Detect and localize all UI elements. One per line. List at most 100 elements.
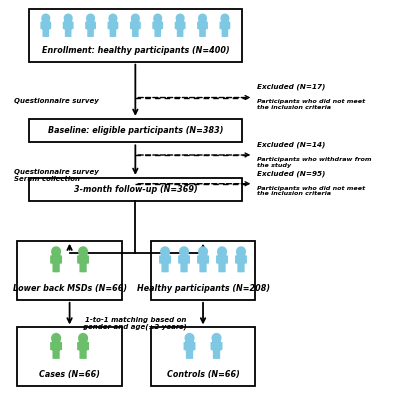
- Text: Baseline: eligible participants (N=383): Baseline: eligible participants (N=383): [48, 126, 223, 135]
- Text: Cases (N=66): Cases (N=66): [39, 371, 100, 379]
- FancyBboxPatch shape: [29, 178, 242, 201]
- FancyBboxPatch shape: [42, 18, 50, 30]
- Text: Participants who withdraw from
the study: Participants who withdraw from the study: [257, 157, 372, 168]
- FancyBboxPatch shape: [213, 349, 217, 359]
- FancyBboxPatch shape: [224, 28, 228, 37]
- FancyBboxPatch shape: [45, 28, 49, 37]
- FancyBboxPatch shape: [52, 349, 56, 359]
- FancyBboxPatch shape: [52, 252, 60, 264]
- Circle shape: [212, 333, 222, 343]
- FancyBboxPatch shape: [80, 263, 84, 272]
- Circle shape: [160, 246, 170, 256]
- FancyBboxPatch shape: [161, 252, 170, 264]
- FancyBboxPatch shape: [77, 256, 80, 263]
- FancyBboxPatch shape: [154, 18, 162, 30]
- FancyBboxPatch shape: [79, 338, 88, 351]
- FancyBboxPatch shape: [77, 342, 80, 350]
- Circle shape: [51, 246, 61, 256]
- FancyBboxPatch shape: [93, 22, 96, 29]
- FancyBboxPatch shape: [65, 28, 68, 37]
- FancyBboxPatch shape: [197, 256, 200, 263]
- FancyBboxPatch shape: [187, 256, 190, 263]
- FancyBboxPatch shape: [52, 338, 60, 351]
- FancyBboxPatch shape: [112, 28, 116, 37]
- Circle shape: [78, 333, 88, 343]
- FancyBboxPatch shape: [86, 18, 95, 30]
- FancyBboxPatch shape: [17, 327, 122, 386]
- FancyBboxPatch shape: [48, 22, 51, 29]
- Circle shape: [41, 13, 50, 23]
- Circle shape: [176, 13, 185, 23]
- FancyBboxPatch shape: [83, 349, 87, 359]
- FancyBboxPatch shape: [132, 28, 136, 37]
- FancyBboxPatch shape: [110, 28, 113, 37]
- FancyBboxPatch shape: [17, 241, 122, 300]
- FancyBboxPatch shape: [86, 256, 89, 263]
- FancyBboxPatch shape: [50, 256, 53, 263]
- FancyBboxPatch shape: [64, 18, 72, 30]
- FancyBboxPatch shape: [50, 342, 53, 350]
- FancyBboxPatch shape: [83, 263, 87, 272]
- Text: Questionnaire survey: Questionnaire survey: [14, 98, 98, 104]
- Circle shape: [220, 13, 230, 23]
- FancyBboxPatch shape: [109, 18, 117, 30]
- Text: Lower back MSDs (N=66): Lower back MSDs (N=66): [12, 284, 126, 293]
- Circle shape: [153, 13, 162, 23]
- FancyBboxPatch shape: [40, 22, 43, 29]
- FancyBboxPatch shape: [210, 342, 214, 350]
- FancyBboxPatch shape: [219, 342, 222, 350]
- Text: Excluded (N=95): Excluded (N=95): [257, 170, 326, 177]
- FancyBboxPatch shape: [56, 263, 60, 272]
- FancyBboxPatch shape: [63, 22, 66, 29]
- Text: Participants who did not meet
the inclusion criteria: Participants who did not meet the inclus…: [257, 186, 365, 196]
- FancyBboxPatch shape: [71, 22, 74, 29]
- FancyBboxPatch shape: [80, 349, 84, 359]
- FancyBboxPatch shape: [221, 18, 229, 30]
- FancyBboxPatch shape: [235, 256, 238, 263]
- FancyBboxPatch shape: [184, 342, 187, 350]
- FancyBboxPatch shape: [177, 28, 180, 37]
- Text: 1-to-1 matching based on
gender and age(±2 years): 1-to-1 matching based on gender and age(…: [84, 317, 187, 330]
- FancyBboxPatch shape: [218, 252, 226, 264]
- FancyBboxPatch shape: [202, 28, 206, 37]
- Text: Enrollment: healthy participants (N=400): Enrollment: healthy participants (N=400): [42, 45, 229, 55]
- FancyBboxPatch shape: [85, 22, 88, 29]
- FancyBboxPatch shape: [206, 256, 209, 263]
- FancyBboxPatch shape: [151, 327, 255, 386]
- FancyBboxPatch shape: [160, 22, 163, 29]
- Circle shape: [198, 13, 207, 23]
- FancyBboxPatch shape: [90, 28, 94, 37]
- FancyBboxPatch shape: [154, 28, 158, 37]
- Circle shape: [184, 333, 194, 343]
- Circle shape: [78, 246, 88, 256]
- FancyBboxPatch shape: [135, 28, 139, 37]
- Circle shape: [131, 13, 140, 23]
- Text: Excluded (N=17): Excluded (N=17): [257, 84, 326, 90]
- FancyBboxPatch shape: [162, 263, 166, 272]
- FancyBboxPatch shape: [138, 22, 141, 29]
- FancyBboxPatch shape: [212, 338, 221, 351]
- FancyBboxPatch shape: [79, 252, 88, 264]
- Text: Excluded (N=14): Excluded (N=14): [257, 141, 326, 148]
- FancyBboxPatch shape: [178, 256, 181, 263]
- FancyBboxPatch shape: [244, 256, 247, 263]
- FancyBboxPatch shape: [131, 18, 140, 30]
- FancyBboxPatch shape: [216, 256, 219, 263]
- FancyBboxPatch shape: [176, 18, 184, 30]
- Circle shape: [51, 333, 61, 343]
- FancyBboxPatch shape: [203, 263, 207, 272]
- FancyBboxPatch shape: [157, 28, 161, 37]
- FancyBboxPatch shape: [180, 263, 184, 272]
- FancyBboxPatch shape: [52, 263, 56, 272]
- FancyBboxPatch shape: [56, 349, 60, 359]
- FancyBboxPatch shape: [42, 28, 46, 37]
- FancyBboxPatch shape: [59, 256, 62, 263]
- Circle shape: [179, 246, 189, 256]
- FancyBboxPatch shape: [237, 263, 241, 272]
- Text: Healthy participants (N=208): Healthy participants (N=208): [136, 284, 270, 293]
- FancyBboxPatch shape: [183, 22, 186, 29]
- FancyBboxPatch shape: [185, 338, 194, 351]
- FancyBboxPatch shape: [192, 342, 196, 350]
- Circle shape: [86, 13, 95, 23]
- FancyBboxPatch shape: [180, 28, 184, 37]
